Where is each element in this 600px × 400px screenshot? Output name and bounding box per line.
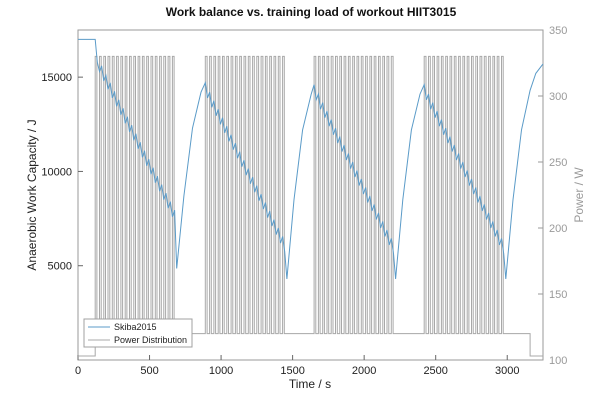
legend-label-power-distribution: Power Distribution <box>114 335 187 345</box>
y2-tick-label: 200 <box>549 223 567 235</box>
x-tick-label: 0 <box>75 365 81 377</box>
x-axis-ticks: 0 500 1000 1500 2000 2500 3000 <box>75 355 519 377</box>
y2-tick-label: 300 <box>549 91 567 103</box>
y2-tick-label: 100 <box>549 355 567 367</box>
y2-axis-ticks: 100 150 200 250 300 350 <box>538 25 567 367</box>
x-tick-label: 1500 <box>280 365 304 377</box>
x-tick-label: 500 <box>140 365 158 377</box>
x-tick-label: 2500 <box>423 365 447 377</box>
legend: Skiba2015 Power Distribution <box>83 318 193 348</box>
legend-label-skiba2015: Skiba2015 <box>114 322 157 332</box>
x-tick-label: 3000 <box>495 365 519 377</box>
series-skiba2015-line <box>78 38 544 279</box>
y2-tick-label: 350 <box>549 25 567 37</box>
y2-axis-title: Power / W <box>572 167 586 223</box>
y-tick-label: 15000 <box>41 72 72 84</box>
y2-tick-label: 250 <box>549 157 567 169</box>
y-axis-title: Anaerobic Work Capacity / J <box>25 119 39 270</box>
x-tick-label: 1000 <box>209 365 233 377</box>
x-axis-title: Time / s <box>289 377 331 391</box>
series-power-distribution-line <box>78 55 543 357</box>
y2-tick-label: 150 <box>549 289 567 301</box>
chart-title: Work balance vs. training load of workou… <box>166 5 457 19</box>
x-tick-label: 2000 <box>352 365 376 377</box>
y-tick-label: 5000 <box>48 261 72 273</box>
y-axis-ticks: 5000 10000 15000 <box>41 72 83 273</box>
y-tick-label: 10000 <box>41 166 72 178</box>
legend-box <box>83 318 193 348</box>
